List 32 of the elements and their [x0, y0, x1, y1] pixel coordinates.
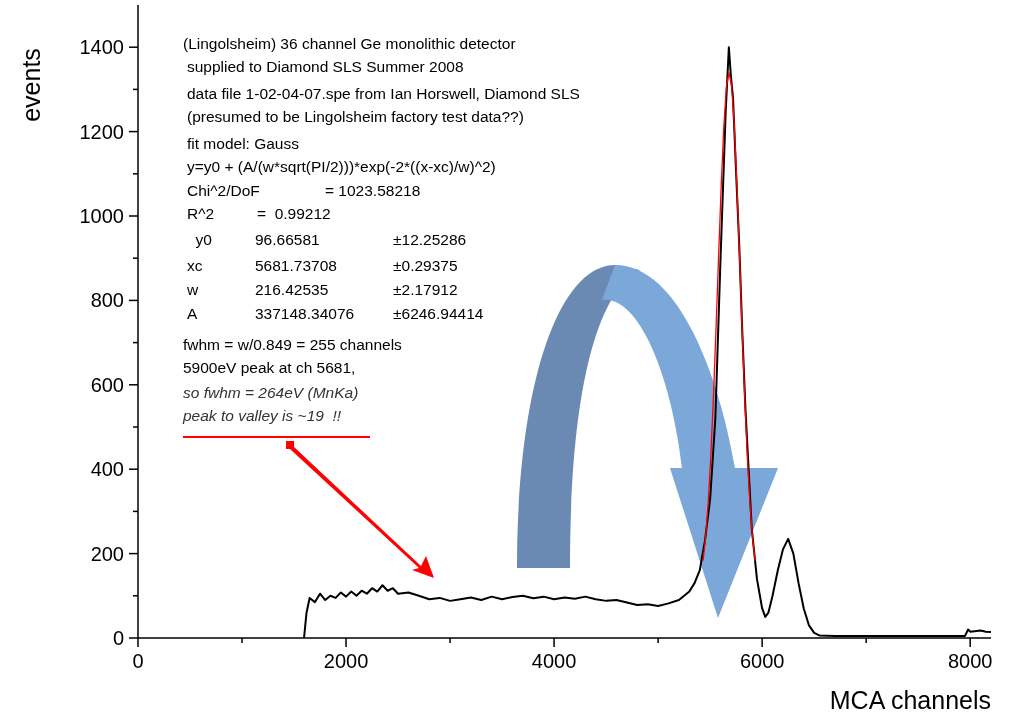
y-tick-label: 1000	[79, 205, 124, 227]
y-axis-title: events	[17, 48, 45, 122]
x-tick-label: 8000	[947, 650, 993, 672]
annotation: fwhm = w/0.849 = 255 channels	[183, 336, 403, 353]
x-tick-label: 2000	[323, 650, 369, 672]
annotation: 5900eV peak at ch 5681,	[183, 359, 356, 376]
x-tick-label: 6000	[739, 650, 785, 672]
y-tick-label: 400	[90, 458, 124, 481]
x-tick-label: 0	[132, 650, 144, 672]
text: w 216.42535 ±2.17912	[187, 281, 458, 298]
text: R^2 = 0.99212	[187, 205, 331, 222]
y-tick-label: 600	[90, 373, 124, 396]
annotation: peak to valley is ~19 !!	[182, 407, 342, 424]
y-tick-label: 1200	[79, 120, 124, 143]
text: y0 96.66581 ±12.25286	[195, 231, 467, 248]
x-tick-label: 4000	[531, 650, 577, 672]
y-tick-label: 0	[112, 627, 124, 649]
text: Chi^2/DoF = 1023.58218	[187, 182, 421, 199]
annotation: y=y0 + (A/(w*sqrt(PI/2)))*exp(-2*((x-xc)/w)^2)	[187, 158, 496, 175]
text: A 337148.34076 ±6246.94414	[187, 305, 484, 322]
annotation: so fwhm = 264eV (MnKa)	[183, 384, 359, 401]
annotation: supplied to Diamond SLS Summer 2008	[187, 58, 464, 75]
annotation: (presumed to be Lingolsheim factory test data??)	[187, 108, 524, 125]
line-series	[702, 71, 756, 562]
annotation: fit model: Gauss	[187, 135, 300, 152]
annotation: data file 1-02-04-07.spe from Ian Horswell, Diamond SLS	[187, 85, 580, 102]
y-tick-label: 800	[90, 289, 124, 312]
x-axis-title: MCA channels	[829, 686, 991, 714]
y-tick-label: 1400	[79, 36, 124, 59]
y-tick-label: 200	[90, 542, 124, 565]
text: xc 5681.73708 ±0.29375	[187, 257, 458, 274]
annotation: (Lingolsheim) 36 channel Ge monolithic detector	[183, 35, 516, 52]
